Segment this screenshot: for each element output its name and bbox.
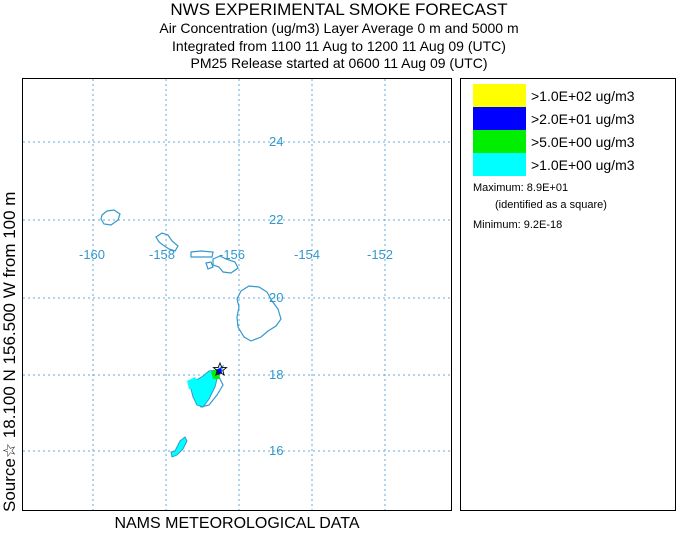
legend-label: >2.0E+01 ug/m3	[531, 110, 635, 127]
source-location-label: Source☆ 18.100 N 156.500 W from 100 m	[0, 191, 19, 512]
lat-label: 18	[269, 367, 283, 382]
legend-swatch	[473, 107, 526, 130]
island-lanai	[205, 261, 214, 270]
map-canvas: -160 -158 -156 -154 -152 24 22 20 18 16	[23, 79, 451, 510]
legend-swatch	[473, 130, 526, 153]
coastlines	[100, 209, 282, 408]
legend-item: >1.0E+02 ug/m3	[473, 84, 635, 107]
lon-label: -154	[294, 247, 320, 262]
map-panel: -160 -158 -156 -154 -152 24 22 20 18 16	[22, 78, 452, 511]
legend-panel: >1.0E+02 ug/m3 >2.0E+01 ug/m3 >5.0E+00 u…	[460, 78, 676, 511]
lat-label: 16	[269, 443, 283, 458]
smoke-plume	[170, 364, 224, 458]
lon-label: -160	[79, 247, 105, 262]
legend-item: >1.0E+00 ug/m3	[473, 153, 635, 176]
lat-label: 24	[269, 134, 283, 149]
lon-label: -158	[149, 247, 175, 262]
legend-swatch	[473, 84, 526, 107]
legend-label: >1.0E+00 ug/m3	[531, 156, 635, 173]
source-star-icon	[212, 361, 228, 377]
integration-period: Integrated from 1100 11 Aug to 1200 11 A…	[172, 38, 506, 54]
maximum-note: (identified as a square)	[495, 199, 607, 211]
legend-item: >5.0E+00 ug/m3	[473, 130, 635, 153]
forecast-title: NWS EXPERIMENTAL SMOKE FORECAST	[170, 0, 508, 19]
legend-item: >2.0E+01 ug/m3	[473, 107, 635, 130]
island-maui	[212, 255, 239, 274]
lat-label: 22	[269, 212, 283, 227]
data-source-footer: NAMS METEOROLOGICAL DATA	[114, 515, 360, 532]
lon-label: -152	[367, 247, 393, 262]
release-start: PM25 Release started at 0600 11 Aug 09 (…	[190, 55, 488, 71]
legend-label: >1.0E+02 ug/m3	[531, 87, 635, 104]
legend-swatch	[473, 153, 526, 176]
island-oahu	[155, 232, 179, 252]
star-icon	[212, 361, 228, 377]
minimum-value: Minimum: 9.2E-18	[473, 219, 563, 231]
maximum-value: Maximum: 8.9E+01	[473, 182, 569, 194]
legend-label: >5.0E+00 ug/m3	[531, 133, 635, 150]
island-kauai	[100, 209, 121, 226]
plume-cyan-west	[187, 377, 199, 389]
concentration-description: Air Concentration (ug/m3) Layer Average …	[159, 20, 519, 36]
island-molokai	[190, 250, 214, 258]
lat-label: 20	[269, 290, 283, 305]
graticule	[23, 79, 451, 510]
plume-cyan-south	[170, 436, 188, 458]
plume-blue	[216, 368, 222, 375]
island-hawaii	[236, 285, 282, 342]
lon-label: -156	[219, 247, 245, 262]
